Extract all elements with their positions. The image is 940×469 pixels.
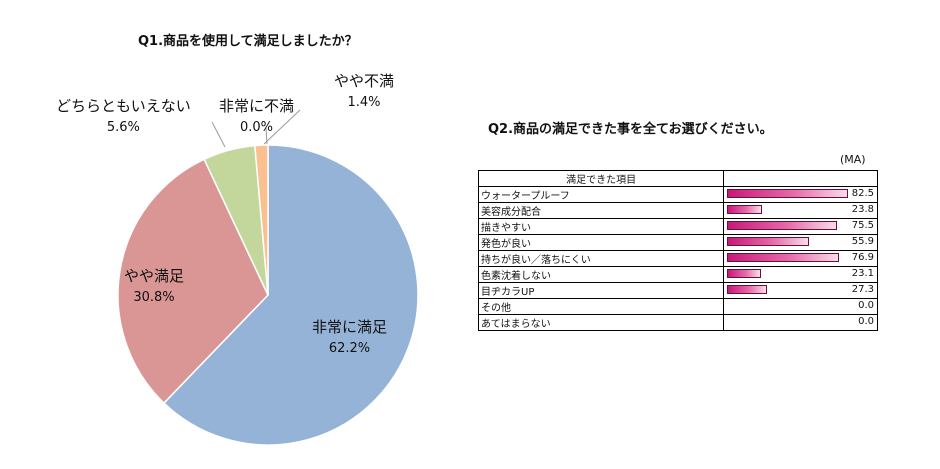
category-label: ウォータープルーフ [477,186,725,203]
bar-cell: 82.5 [723,186,878,203]
bar-cell: 27.3 [723,282,878,299]
category-label: 美容成分配合 [477,202,725,219]
bar-cell: 23.1 [723,266,878,283]
bar-cell: 23.8 [723,202,878,219]
category-label: その他 [477,298,725,315]
pie-label-text: やや満足 [124,267,185,285]
pie-label-text: どちらともいえない [56,97,191,115]
bar-value-label: 0.0 [858,300,874,311]
bar-cell: 76.9 [723,250,878,267]
bar-value-label: 55.9 [851,236,874,247]
bar-value-label: 82.5 [851,188,874,199]
table-row: その他 0.0 [477,298,878,315]
table-row: 描きやすい 75.5 [477,218,878,235]
pie-label-dochira: どちらともいえない 5.6% [56,95,191,139]
pie-slice-hijouni-manzoku [162,144,419,446]
bar-value-label: 27.3 [851,284,874,295]
pie-slice-yaya-manzoku [117,158,269,405]
bar-value-label: 75.5 [851,220,874,231]
pie-label-text: 非常に満足 [312,318,388,336]
bar [727,189,848,198]
category-label: 目ヂカラUP [477,282,725,299]
bar [727,205,762,214]
bar-value-label: 23.8 [851,204,874,215]
category-label: 描きやすい [477,218,725,235]
q2-bar-table: 満足できた項目 ウォータープルーフ 82.5 美容成分配合 23.8 描きやすい 75.5… [477,170,878,331]
pie-label-text: やや不満 [334,72,395,90]
bar-cell: 75.5 [723,218,878,235]
category-label: 発色が良い [477,234,725,251]
bar-cell: 55.9 [723,234,878,251]
multi-answer-note: (MA) [840,153,866,166]
table-row: ウォータープルーフ 82.5 [477,186,878,203]
pie-label-percent: 5.6% [106,120,140,135]
q1-title: Q1.商品を使用して満足しましたか？ [138,34,358,49]
q2-title: Q2.商品の満足できた事を全てお選びください。 [488,122,773,137]
bar [727,253,840,262]
bar [727,237,809,246]
pie-label-percent: 62.2% [328,341,371,356]
bar [727,269,761,278]
pie-label-text: 非常に不満 [219,97,295,115]
category-label: 持ちが良い／落ちにくい [477,250,725,267]
table-header-row: 満足できた項目 [477,170,878,187]
bar-cell: 0.0 [723,298,878,315]
bar-value-label: 23.1 [851,268,874,279]
bar-cell: 0.0 [723,314,878,331]
table-row: 美容成分配合 23.8 [477,202,878,219]
category-label: あてはまらない [477,314,725,331]
pie-label-hijouni-manzoku: 非常に満足 62.2% [312,316,387,360]
pie-label-percent: 30.8% [133,290,175,305]
pie-slice-yaya-fuman [254,144,269,296]
table-row: 発色が良い 55.9 [477,234,878,251]
table-row: あてはまらない 0.0 [477,314,878,331]
pie-label-hijouni-fuman: 非常に不満 0.0% [219,95,294,139]
bar-value-label: 76.9 [851,252,874,263]
pie-label-percent: 0.0% [239,120,274,135]
leader-line-yaya-fuman [263,109,301,145]
category-label: 色素沈着しない [477,266,725,283]
bar [727,221,838,230]
table-row: 色素沈着しない 23.1 [477,266,878,283]
column-header: 満足できた項目 [477,170,725,187]
pie-label-yaya-manzoku: やや満足 30.8% [124,265,184,309]
leader-line-dochira [211,121,226,148]
pie-label-yaya-fuman: やや不満 1.4% [334,70,394,114]
column-header-empty [723,170,878,187]
table-row: 持ちが良い／落ちにくい 76.9 [477,250,878,267]
table-row: 目ヂカラUP 27.3 [477,282,878,299]
pie-label-percent: 1.4% [347,95,381,110]
bar [727,285,768,294]
bar-value-label: 0.0 [858,316,874,327]
